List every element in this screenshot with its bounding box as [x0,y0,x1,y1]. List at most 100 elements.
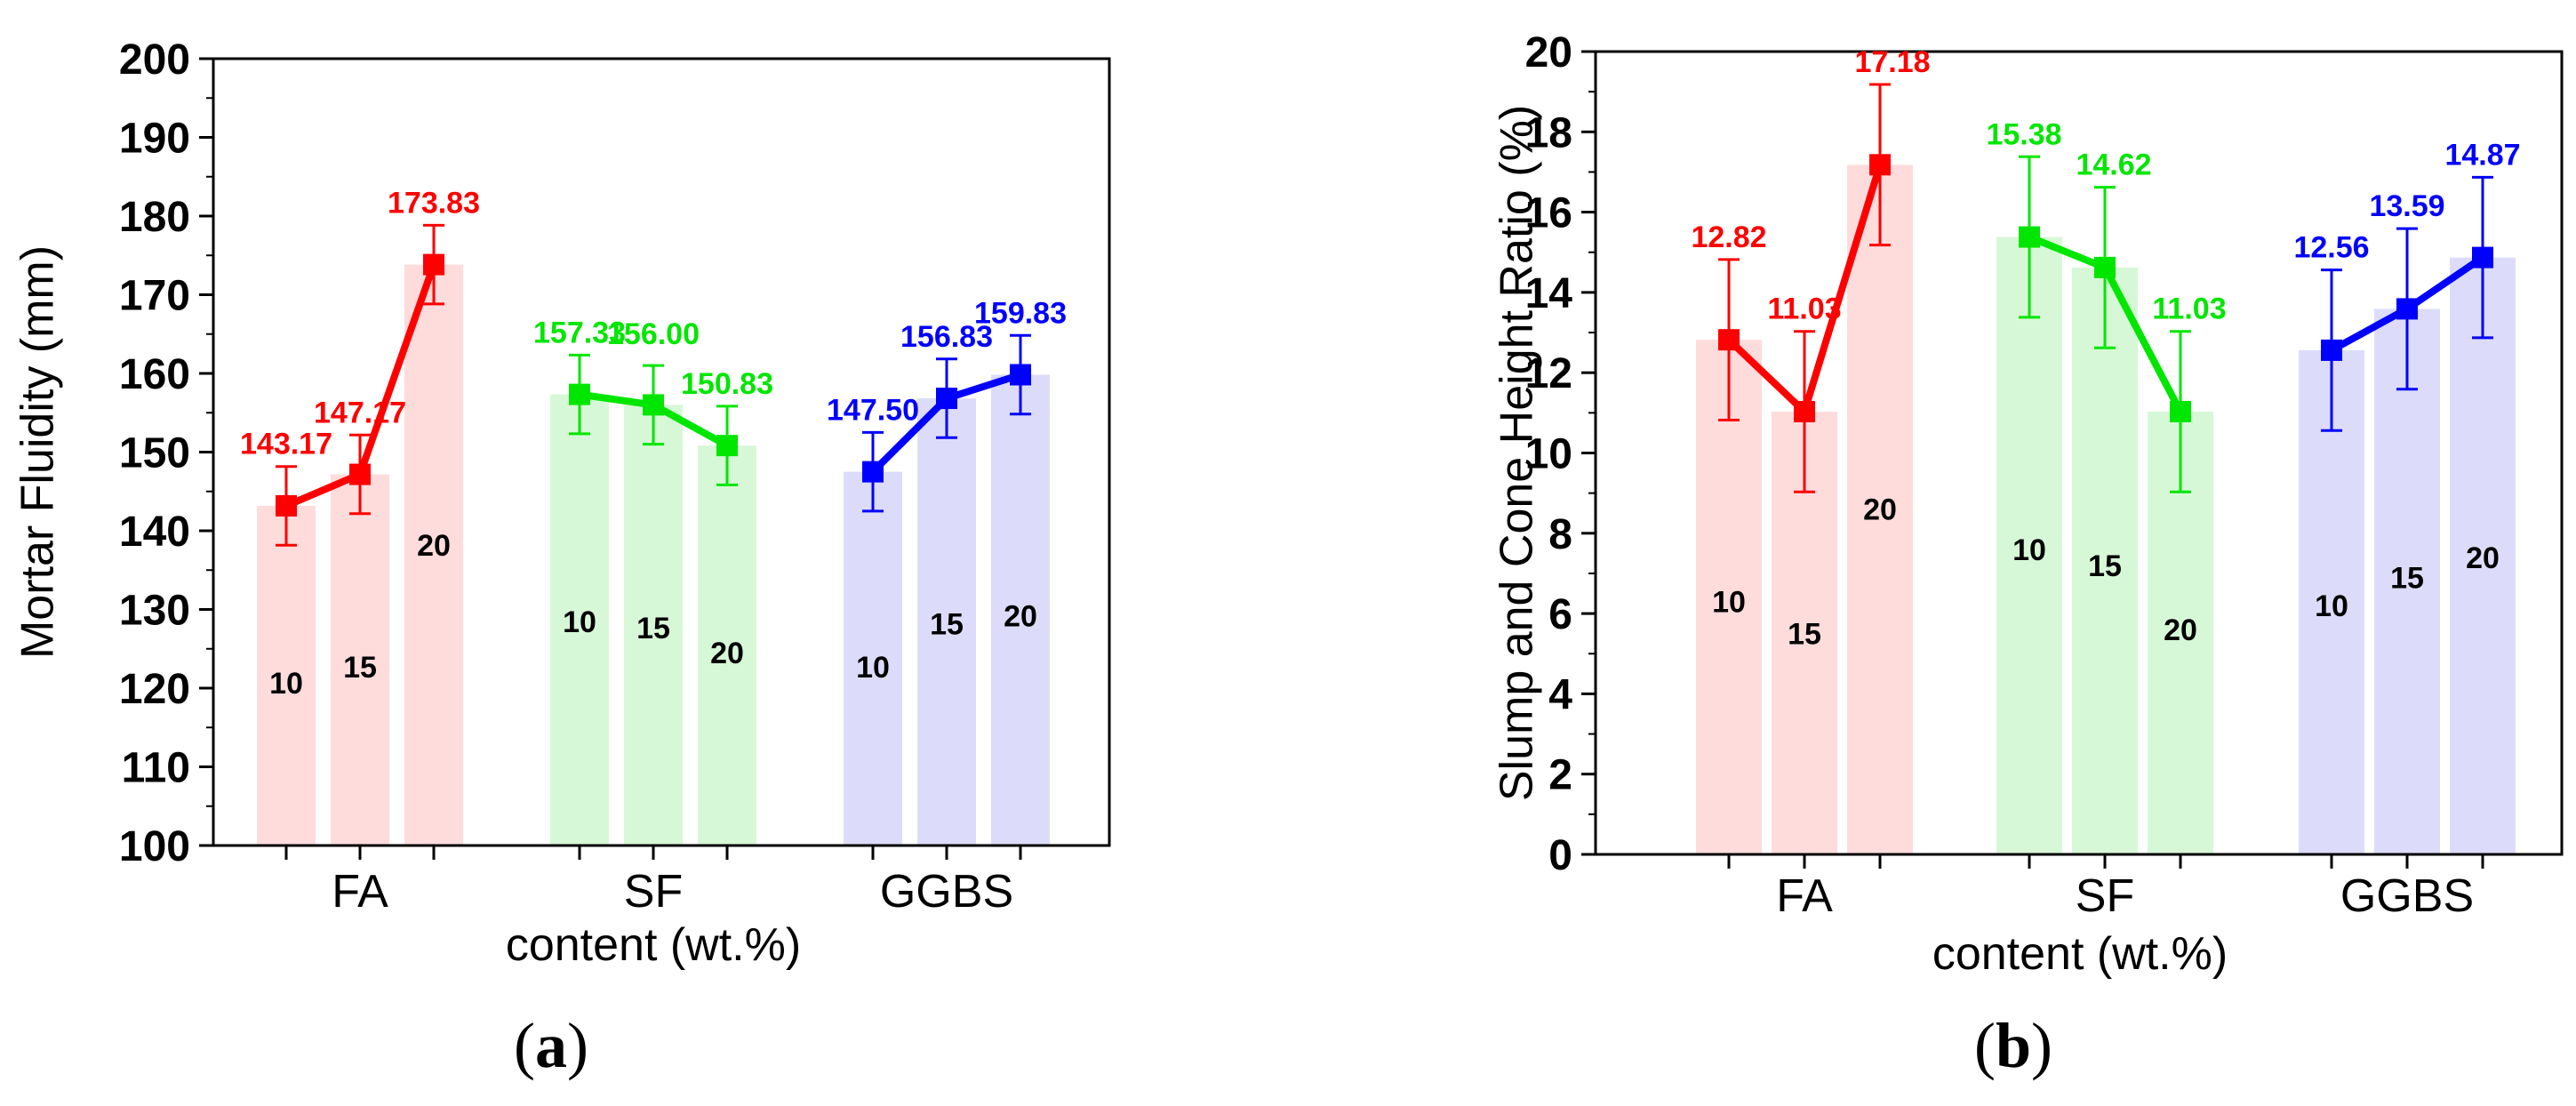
panel-b-marker-ggbs-15 [2396,298,2418,320]
panel-a-marker-fa-10 [276,494,297,517]
panel-a-bar-label-sf-10: 10 [563,605,596,639]
panel-a-x-axis-title: content (wt.%) [506,919,801,971]
panel-b-bar-label-sf-15: 15 [2088,549,2122,583]
panel-a-ytick-label: 140 [119,509,190,556]
panel-b-category-label-fa: FA [1776,870,1833,922]
panel-b-x-axis-title: content (wt.%) [1932,928,2228,980]
panel-a-value-label-sf-20: 150.83 [681,367,773,401]
panel-a-category-label-sf: SF [624,866,683,918]
panel-a-ytick-label: 130 [119,588,190,635]
panel-b-bar-label-fa-20: 20 [1863,493,1897,527]
panel-a-marker-ggbs-15 [936,388,957,410]
panel-a-value-label-ggbs-20: 159.83 [974,296,1067,330]
panel-a-bar-label-ggbs-10: 10 [856,651,890,685]
panel-a-bar-sf-20 [698,445,756,846]
panel-b-value-label-ggbs-10: 12.56 [2293,231,2369,265]
panel-a-marker-fa-20 [423,253,444,276]
panel-b-bar-sf-15 [2072,267,2138,855]
panel-b-bar-label-fa-15: 15 [1788,618,1821,652]
panel-a-value-label-ggbs-15: 156.83 [900,320,993,354]
panel-b-panel-label: (b) [1974,1010,2052,1081]
panel-b-bar-ggbs-20 [2450,257,2516,854]
panel-a-bar-label-sf-20: 20 [710,637,744,670]
panel-a-ytick-label: 200 [119,36,190,84]
panel-a-bar-sf-10 [550,394,609,846]
panel-a-value-label-sf-15: 156.00 [607,317,700,351]
panel-b-ytick-label: 20 [1525,29,1572,76]
panel-b-value-label-sf-10: 15.38 [1986,117,2061,151]
panel-a-ytick-label: 110 [122,745,190,792]
panel-b-ytick-label: 8 [1548,511,1572,558]
panel-a-bar-fa-15 [331,474,389,846]
panel-b-ytick-label: 4 [1548,671,1572,718]
panel-b-bar-label-ggbs-10: 10 [2315,589,2348,623]
panel-a-category-label-ggbs: GGBS [880,866,1013,918]
panel-b-value-label-fa-10: 12.82 [1691,220,1766,254]
panel-b-bar-ggbs-10 [2299,349,2364,854]
panel-a-ytick-label: 160 [119,351,190,398]
panel-b-value-label-sf-15: 14.62 [2076,148,2151,182]
panel-a-value-label-fa-10: 143.17 [240,428,332,461]
panel-a-ytick-label: 170 [119,273,190,320]
panel-b-marker-sf-20 [2170,400,2191,422]
panel-b-bar-fa-20 [1847,164,1913,854]
panel-b-marker-ggbs-10 [2321,339,2342,361]
panel-a-bar-sf-15 [624,405,683,846]
panel-a-ytick-label: 190 [119,116,190,163]
panel-b-ytick-label: 10 [1525,431,1572,478]
panel-b-bar-label-sf-10: 10 [2012,533,2046,567]
panel-a-value-label-fa-15: 147.17 [314,396,406,429]
panel-a-bar-ggbs-10 [844,471,902,846]
panel-a-bar-label-ggbs-20: 20 [1004,600,1037,634]
panel-a-bar-fa-10 [257,505,316,846]
panel-b-ytick-label: 12 [1525,350,1572,397]
panel-b-value-label-fa-20: 17.18 [1854,45,1930,79]
panel-b-bar-label-ggbs-15: 15 [2390,561,2424,595]
panel-b-marker-fa-10 [1718,329,1740,351]
panel-b-marker-fa-15 [1794,400,1815,422]
panel-a-value-label-fa-20: 173.83 [388,186,480,220]
panel-b-ytick-label: 2 [1548,752,1572,799]
panel-a-value-label-sf-10: 157.33 [533,316,626,349]
panel-a-marker-fa-15 [349,463,371,485]
panel-a-chart: 100 110 120 130 140 150 160 170 180 190 200 FA SF GGB… [12,36,1111,1081]
panel-a-bar-ggbs-20 [991,374,1050,846]
panel-b-bar-sf-10 [1996,236,2062,854]
panel-b-y-axis-title: Slump and Cone Height Ratio (%) [1492,105,1543,801]
panel-a-marker-sf-10 [569,383,590,405]
panel-b-ytick-label: 16 [1525,190,1572,237]
panel-b-marker-sf-10 [2019,226,2040,248]
panel-b-ytick-label: 6 [1548,591,1572,638]
panel-a-value-label-ggbs-10: 147.50 [827,393,919,427]
panel-a-marker-ggbs-10 [862,461,884,483]
panel-b-value-label-ggbs-15: 13.59 [2369,189,2444,223]
panel-b-marker-sf-15 [2094,256,2116,278]
panel-b-bar-label-fa-10: 10 [1712,586,1746,620]
panel-b-category-label-sf: SF [2076,870,2134,922]
panel-a-bar-fa-20 [404,264,463,846]
panel-a-bar-label-sf-15: 15 [636,612,670,645]
panel-a-ytick-label: 100 [119,823,190,870]
panel-b-marker-fa-20 [1869,154,1891,176]
panel-b-value-label-fa-15: 11.03 [1767,293,1841,326]
panel-a-bar-label-fa-10: 10 [269,667,303,701]
panel-a-y-axis-title: Mortar Fluidity (mm) [12,245,64,659]
panel-b-bar-label-ggbs-20: 20 [2466,541,2500,575]
panel-b-bar-label-sf-20: 20 [2164,613,2197,647]
panel-a-bar-ggbs-15 [917,398,976,846]
panel-b-bar-fa-10 [1696,340,1762,854]
panel-a-marker-sf-15 [643,394,664,416]
panel-a-marker-ggbs-20 [1010,364,1031,386]
panel-b-value-label-ggbs-20: 14.87 [2444,138,2520,172]
panel-a-ytick-label: 120 [119,666,190,713]
panel-a-bar-label-fa-15: 15 [343,651,377,685]
panel-a-ytick-label: 150 [119,430,190,477]
panel-a-category-label-fa: FA [332,866,388,918]
panel-b-marker-ggbs-20 [2472,246,2493,268]
panel-b-bar-ggbs-15 [2374,309,2440,854]
panel-a-panel-label: (a) [514,1010,588,1081]
panel-b-chart: 0 2 4 6 8 10 12 14 16 18 20 FA SF GGBS Slump and Cone … [1492,29,2564,1081]
panel-a-ytick-label: 180 [119,194,190,241]
panel-b-value-label-sf-20: 11.03 [2152,293,2226,326]
